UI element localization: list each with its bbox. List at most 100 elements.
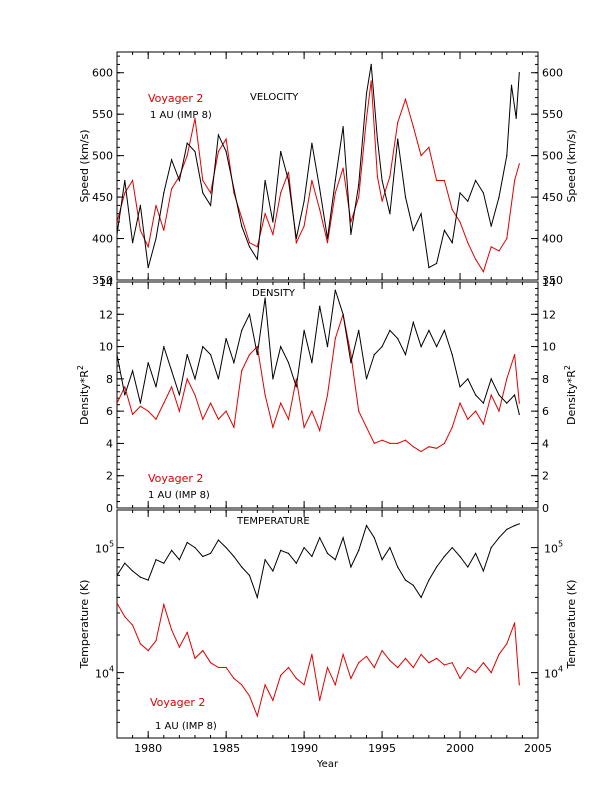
data-point xyxy=(326,666,329,669)
data-point xyxy=(518,402,520,404)
data-point xyxy=(217,150,219,153)
data-point xyxy=(326,394,329,396)
data-point xyxy=(436,346,438,348)
y-axis-label-right: Temperature (K) xyxy=(565,580,578,670)
data-point xyxy=(178,646,180,648)
data-point xyxy=(280,150,282,153)
y-tick-label-left: 10 4 xyxy=(95,665,114,681)
data-point xyxy=(280,402,282,404)
plot-frame xyxy=(116,51,539,281)
x-tick-label: 2000 xyxy=(446,742,474,755)
data-point xyxy=(210,402,212,404)
data-point xyxy=(303,329,305,331)
series-line xyxy=(117,523,520,600)
data-point xyxy=(233,362,235,364)
data-point xyxy=(295,562,297,564)
y-tick-exp: 5 xyxy=(109,540,114,549)
data-point xyxy=(459,402,461,404)
series-voyager-2 xyxy=(117,313,520,453)
panel-velocity: 350 350 400 400 450 450 500 500 550 550 600 600 Spee… xyxy=(78,51,578,287)
data-point xyxy=(514,354,516,356)
data-point xyxy=(358,329,360,331)
panel-title: VELOCITY xyxy=(250,92,299,103)
data-point xyxy=(459,192,461,194)
data-point xyxy=(482,662,484,664)
data-point xyxy=(124,616,126,618)
data-point xyxy=(233,677,235,680)
data-point xyxy=(397,138,399,140)
plot-frame xyxy=(116,281,539,509)
data-point xyxy=(397,337,399,340)
data-point xyxy=(475,258,477,260)
data-point xyxy=(264,559,266,561)
panel-title: TEMPERATURE xyxy=(236,516,310,527)
data-point xyxy=(498,250,500,252)
data-point xyxy=(420,213,422,215)
y-tick-label-right: 600 xyxy=(542,67,563,80)
data-point xyxy=(350,221,352,223)
data-point xyxy=(233,555,235,558)
data-point xyxy=(256,715,258,717)
data-point xyxy=(248,246,251,248)
data-point xyxy=(506,402,508,404)
data-point xyxy=(280,346,282,348)
data-point xyxy=(256,258,258,260)
data-point xyxy=(443,229,445,231)
data-point xyxy=(498,394,500,396)
y-tick-label-left: 450 xyxy=(92,191,113,204)
data-point xyxy=(124,562,126,564)
data-point xyxy=(467,378,469,380)
series-voyager-2 xyxy=(117,602,520,718)
data-point xyxy=(420,596,422,599)
data-point xyxy=(171,549,173,552)
data-point xyxy=(326,552,329,555)
data-point xyxy=(178,410,180,412)
series-imp8 xyxy=(117,63,520,269)
data-point xyxy=(350,354,352,356)
data-point xyxy=(319,699,321,702)
data-point xyxy=(436,179,438,182)
data-point xyxy=(334,289,336,291)
data-point xyxy=(303,426,305,428)
legend-voyager-2: Voyager 2 xyxy=(148,472,203,485)
data-point xyxy=(117,354,118,356)
series-imp8 xyxy=(117,289,520,415)
data-point xyxy=(475,410,477,412)
data-point xyxy=(443,555,445,558)
data-point xyxy=(147,410,149,412)
data-point xyxy=(451,426,453,428)
data-point xyxy=(225,150,227,153)
y-tick-label-right: 10 xyxy=(542,341,556,354)
data-point xyxy=(241,566,243,568)
data-point xyxy=(303,547,305,549)
data-point xyxy=(342,126,344,128)
data-point xyxy=(311,142,313,144)
data-point xyxy=(467,418,469,420)
data-point xyxy=(139,576,141,578)
data-point xyxy=(287,171,290,173)
y-tick-base: 10 xyxy=(95,543,109,556)
data-point xyxy=(155,237,157,240)
data-point xyxy=(514,622,516,624)
data-point xyxy=(155,386,157,388)
y-axis-label-sup: 2 xyxy=(563,365,572,370)
data-point xyxy=(498,196,500,198)
y-tick-label-right: 10 5 xyxy=(544,540,563,556)
data-point xyxy=(287,666,290,669)
data-point xyxy=(319,537,321,539)
y-tick-exp: 5 xyxy=(558,540,563,549)
data-point xyxy=(436,566,438,568)
y-tick-label-left: 500 xyxy=(92,150,113,163)
y-tick-label-right: 0 xyxy=(542,502,549,515)
data-point xyxy=(428,329,430,331)
data-point xyxy=(124,179,126,182)
data-point xyxy=(303,200,305,202)
data-point xyxy=(132,179,134,182)
data-point xyxy=(334,179,336,182)
data-point xyxy=(412,321,414,323)
y-tick-label-left: 2 xyxy=(106,470,113,483)
data-point xyxy=(467,666,469,669)
y-tick-label-right: 12 xyxy=(542,308,556,321)
